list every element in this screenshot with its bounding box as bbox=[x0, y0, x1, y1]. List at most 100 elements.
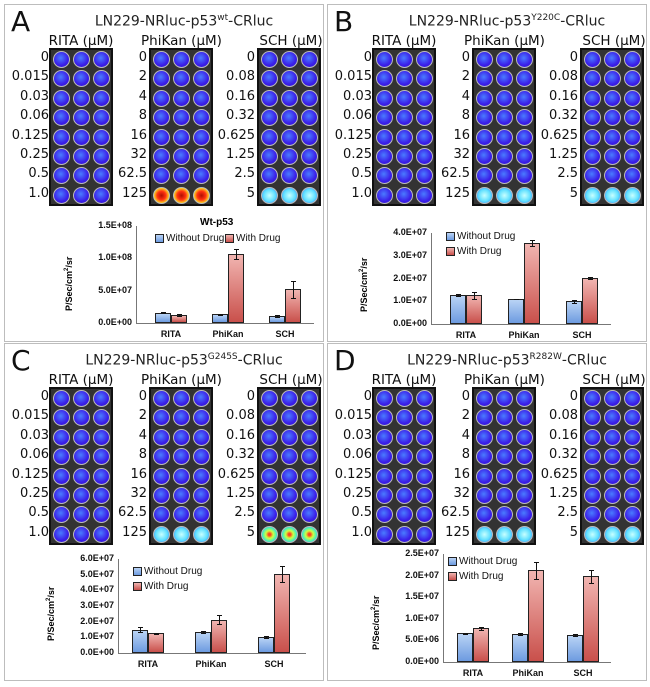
well bbox=[173, 428, 190, 446]
well bbox=[516, 428, 533, 446]
well bbox=[281, 487, 298, 504]
plate-header: PhiKan (µM) bbox=[464, 33, 545, 49]
well bbox=[604, 148, 621, 165]
well bbox=[173, 89, 190, 107]
well bbox=[261, 148, 278, 165]
well bbox=[416, 487, 433, 504]
well bbox=[376, 186, 393, 204]
concentration-label: 32 bbox=[453, 486, 470, 501]
concentration-label: 0.25 bbox=[343, 147, 372, 162]
well bbox=[604, 186, 621, 204]
well bbox=[53, 467, 70, 485]
concentration-label: 5 bbox=[246, 185, 255, 201]
well bbox=[261, 448, 278, 466]
concentration-label: 125 bbox=[122, 524, 147, 540]
well bbox=[584, 409, 601, 427]
well bbox=[281, 448, 298, 466]
error-bar-cap bbox=[456, 295, 461, 297]
concentration-label: 0.03 bbox=[343, 88, 372, 104]
well bbox=[396, 467, 413, 485]
well bbox=[416, 428, 433, 446]
concentration-label: 62.5 bbox=[118, 166, 147, 182]
well bbox=[73, 506, 90, 524]
well bbox=[396, 390, 413, 407]
error-bar bbox=[474, 291, 475, 299]
y-axis-label: P/Sec/cm2/sr bbox=[64, 256, 74, 311]
legend-swatch bbox=[155, 234, 164, 243]
legend-item-with-drug: With Drug bbox=[133, 581, 188, 592]
well bbox=[173, 109, 190, 127]
concentration-label: 2.5 bbox=[557, 505, 578, 521]
bar-without-drug-rita bbox=[450, 294, 466, 324]
x-tick-label: PhiKan bbox=[212, 329, 244, 339]
y-axis bbox=[136, 226, 137, 323]
concentration-label: 0.03 bbox=[343, 427, 372, 443]
well bbox=[604, 448, 621, 466]
error-bar bbox=[536, 562, 537, 579]
well bbox=[496, 109, 513, 127]
panel-letter: D bbox=[334, 344, 356, 377]
concentration-label: 32 bbox=[130, 147, 147, 162]
bar-with-drug-phikan bbox=[528, 570, 544, 662]
concentration-label: 0.06 bbox=[20, 108, 49, 124]
y-axis bbox=[118, 559, 119, 653]
well bbox=[624, 109, 641, 127]
well bbox=[173, 467, 190, 485]
well bbox=[261, 51, 278, 68]
concentration-label: 0 bbox=[40, 389, 49, 404]
y-axis-label: P/Sec/cm2/sr bbox=[371, 595, 381, 650]
error-bar-cap bbox=[534, 578, 539, 580]
well bbox=[73, 409, 90, 427]
concentration-label: 0.125 bbox=[334, 466, 372, 482]
concentration-label: 1.0 bbox=[351, 185, 372, 201]
error-bar bbox=[140, 626, 141, 633]
well bbox=[193, 128, 210, 146]
y-axis bbox=[443, 554, 444, 662]
bar-with-drug-phikan bbox=[228, 253, 244, 323]
well bbox=[516, 487, 533, 504]
well bbox=[73, 109, 90, 127]
well bbox=[584, 428, 601, 446]
legend-item-without-drug: Without Drug bbox=[448, 556, 517, 567]
well bbox=[73, 525, 90, 543]
chart-title: Wt-p53 bbox=[200, 217, 234, 228]
well bbox=[301, 51, 318, 68]
legend-label: Without Drug bbox=[457, 231, 516, 242]
well bbox=[153, 128, 170, 146]
well bbox=[261, 109, 278, 127]
legend-swatch bbox=[133, 567, 142, 576]
well bbox=[301, 467, 318, 485]
error-bar-cap bbox=[280, 566, 285, 568]
plate-header: RITA (µM) bbox=[48, 33, 114, 49]
y-tick-label: 1.0E+07 bbox=[405, 612, 439, 623]
well bbox=[496, 467, 513, 485]
bar-without-drug-sch bbox=[567, 634, 583, 662]
error-bar-cap bbox=[463, 633, 468, 635]
concentration-label: 0.32 bbox=[549, 447, 578, 463]
well bbox=[604, 506, 621, 524]
well bbox=[193, 467, 210, 485]
concentration-label: 1.0 bbox=[28, 524, 49, 540]
well bbox=[476, 506, 493, 524]
well bbox=[476, 525, 493, 543]
well bbox=[153, 487, 170, 504]
concentration-label: 0.5 bbox=[351, 505, 372, 521]
well bbox=[301, 70, 318, 88]
well bbox=[93, 51, 110, 68]
title-text: LN229-NRluc-p53 bbox=[85, 352, 208, 369]
well bbox=[281, 51, 298, 68]
well bbox=[93, 70, 110, 88]
well bbox=[53, 51, 70, 68]
well bbox=[516, 506, 533, 524]
well bbox=[301, 525, 318, 543]
concentration-label: 0.32 bbox=[226, 108, 255, 124]
y-axis-label: P/Sec/cm2/sr bbox=[359, 257, 369, 312]
legend-swatch bbox=[133, 582, 142, 591]
panel-a: A LN229-NRluc-p53wt-CRluc RITA (µM) 0 0.015 0… bbox=[4, 4, 324, 342]
error-bar-cap bbox=[472, 298, 477, 300]
error-bar-cap bbox=[518, 633, 523, 635]
error-bar-cap bbox=[514, 298, 519, 300]
y-tick-label: 2.0E+07 bbox=[393, 272, 427, 283]
well bbox=[624, 186, 641, 204]
